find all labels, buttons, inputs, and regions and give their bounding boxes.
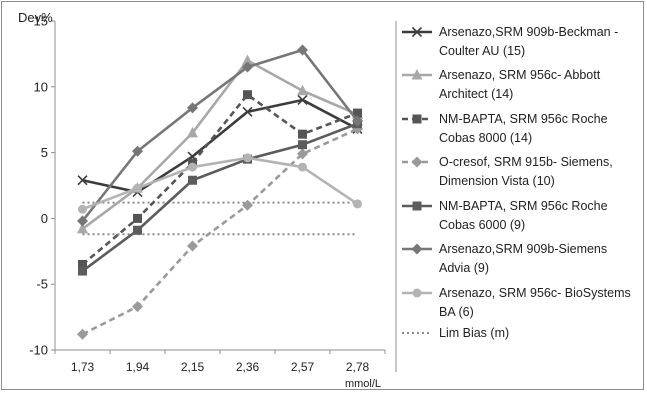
y-tick-label: 15 <box>34 14 48 29</box>
legend-label: Coulter AU (15) <box>439 44 525 58</box>
legend-label: Dimension Vista (10) <box>439 174 555 188</box>
x-tick-label: 1,73 <box>71 360 95 374</box>
legend-label: O-cresof, SRM 915b- Siemens, <box>439 155 613 169</box>
legend-swatch-marker <box>412 114 422 124</box>
legend-label: Arsenazo, SRM 956c- Abbott <box>439 68 601 82</box>
data-point <box>298 140 307 150</box>
y-axis-label: Dev% <box>18 10 53 25</box>
data-point <box>243 153 252 163</box>
legend-entry-7: Arsenazo, SRM 956c- BioSystems BA (6) <box>402 286 631 319</box>
series-line <box>82 156 359 211</box>
series-line <box>81 127 359 336</box>
data-point <box>298 162 307 172</box>
data-point <box>297 148 308 160</box>
data-point <box>133 225 142 235</box>
legend-swatch-marker <box>411 156 423 168</box>
data-point <box>77 215 88 227</box>
legend-entry-3: NM-BAPTA, SRM 956c Roche Cobas 8000 (14) <box>402 112 608 145</box>
data-point <box>242 106 253 117</box>
series-6 <box>77 44 363 227</box>
legend-entry-5: NM-BAPTA, SRM 956c Roche Cobas 6000 (9) <box>402 199 608 232</box>
data-point <box>77 222 88 234</box>
legend-label: NM-BAPTA, SRM 956c Roche <box>439 199 608 213</box>
data-point <box>188 162 197 172</box>
series-line <box>81 93 358 266</box>
legend-swatch-marker <box>411 243 423 255</box>
y-tick-label: 0 <box>41 211 48 226</box>
data-point <box>77 328 88 340</box>
series-layer <box>77 44 363 340</box>
series-line <box>81 122 358 273</box>
y-tick-label: 5 <box>41 145 48 160</box>
x-tick-label: 1,94 <box>126 360 150 374</box>
series-5 <box>78 119 362 276</box>
data-point <box>352 115 363 127</box>
data-point <box>132 145 143 157</box>
series-2 <box>77 54 363 234</box>
legend-swatch-marker <box>411 26 423 38</box>
data-point <box>188 175 197 185</box>
series-7 <box>78 153 362 214</box>
marker-stroke <box>411 26 423 38</box>
legend-swatch-marker <box>412 201 422 211</box>
data-point <box>78 266 87 276</box>
data-point <box>297 44 308 56</box>
data-point <box>77 175 88 186</box>
x-axis-unit: mmol/L <box>345 378 381 390</box>
data-point <box>297 84 308 96</box>
data-point <box>133 213 142 223</box>
data-point <box>78 204 87 214</box>
data-point <box>132 301 143 313</box>
y-tick-label: 10 <box>34 79 48 94</box>
marker-stroke <box>77 175 88 186</box>
series-4 <box>77 123 363 340</box>
y-tick-label: -5 <box>36 277 48 292</box>
legend-label: NM-BAPTA, SRM 956c Roche <box>439 112 608 126</box>
data-point <box>187 102 198 114</box>
legend-label: Cobas 6000 (9) <box>439 218 525 232</box>
data-point <box>297 94 308 106</box>
marker-stroke <box>242 106 253 117</box>
data-point <box>298 129 307 139</box>
data-point <box>353 108 362 118</box>
data-point <box>187 240 198 252</box>
legend-entry-1: Arsenazo,SRM 909b-Beckman - Coulter AU (1… <box>402 25 618 58</box>
x-tick-label: 2,57 <box>291 360 315 374</box>
y-tick-label: -10 <box>29 343 48 358</box>
legend-label: Advia (9) <box>439 261 489 275</box>
legend-entry-2: Arsenazo, SRM 956c- Abbott Architect (14) <box>402 68 601 101</box>
legend-label: Arsenazo,SRM 909b-Siemens <box>439 242 607 256</box>
data-point <box>187 126 198 138</box>
series-line <box>82 98 359 194</box>
x-tick-label: 2,15 <box>181 360 205 374</box>
axes: -10 -5 0 5 10 15 1,73 1,94 2,15 2,36 2,57 2,78 Dev% m… <box>18 10 386 390</box>
legend-entry-6: Arsenazo,SRM 909b-Siemens Advia (9) <box>402 242 607 275</box>
legend-label: BA (6) <box>439 305 474 319</box>
legend-label: Arsenazo, SRM 956c- BioSystems <box>439 286 631 300</box>
legend-entry-4: O-cresof, SRM 915b- Siemens, Dimension Vi… <box>402 155 613 188</box>
x-tick-label: 2,78 <box>346 360 370 374</box>
data-point <box>242 54 253 65</box>
x-tick-label: 2,36 <box>236 360 260 374</box>
legend-label: Architect (14) <box>439 87 513 101</box>
series-line <box>81 59 359 230</box>
data-point <box>243 90 252 100</box>
marker-stroke <box>297 94 308 106</box>
legend-entry-limit: Lim Bias (m) <box>402 326 509 340</box>
data-point <box>133 183 142 193</box>
data-point <box>242 199 253 211</box>
legend-swatch-marker <box>412 288 422 298</box>
legend-swatch-marker <box>411 69 423 80</box>
legend-label: Lim Bias (m) <box>439 326 509 340</box>
data-point <box>78 259 87 269</box>
data-point <box>353 199 362 209</box>
legend: Arsenazo,SRM 909b-Beckman - Coulter AU (1… <box>395 21 631 372</box>
legend-label: Cobas 8000 (14) <box>439 131 532 145</box>
legend-label: Arsenazo,SRM 909b-Beckman - <box>439 25 618 39</box>
series-line <box>81 48 359 222</box>
